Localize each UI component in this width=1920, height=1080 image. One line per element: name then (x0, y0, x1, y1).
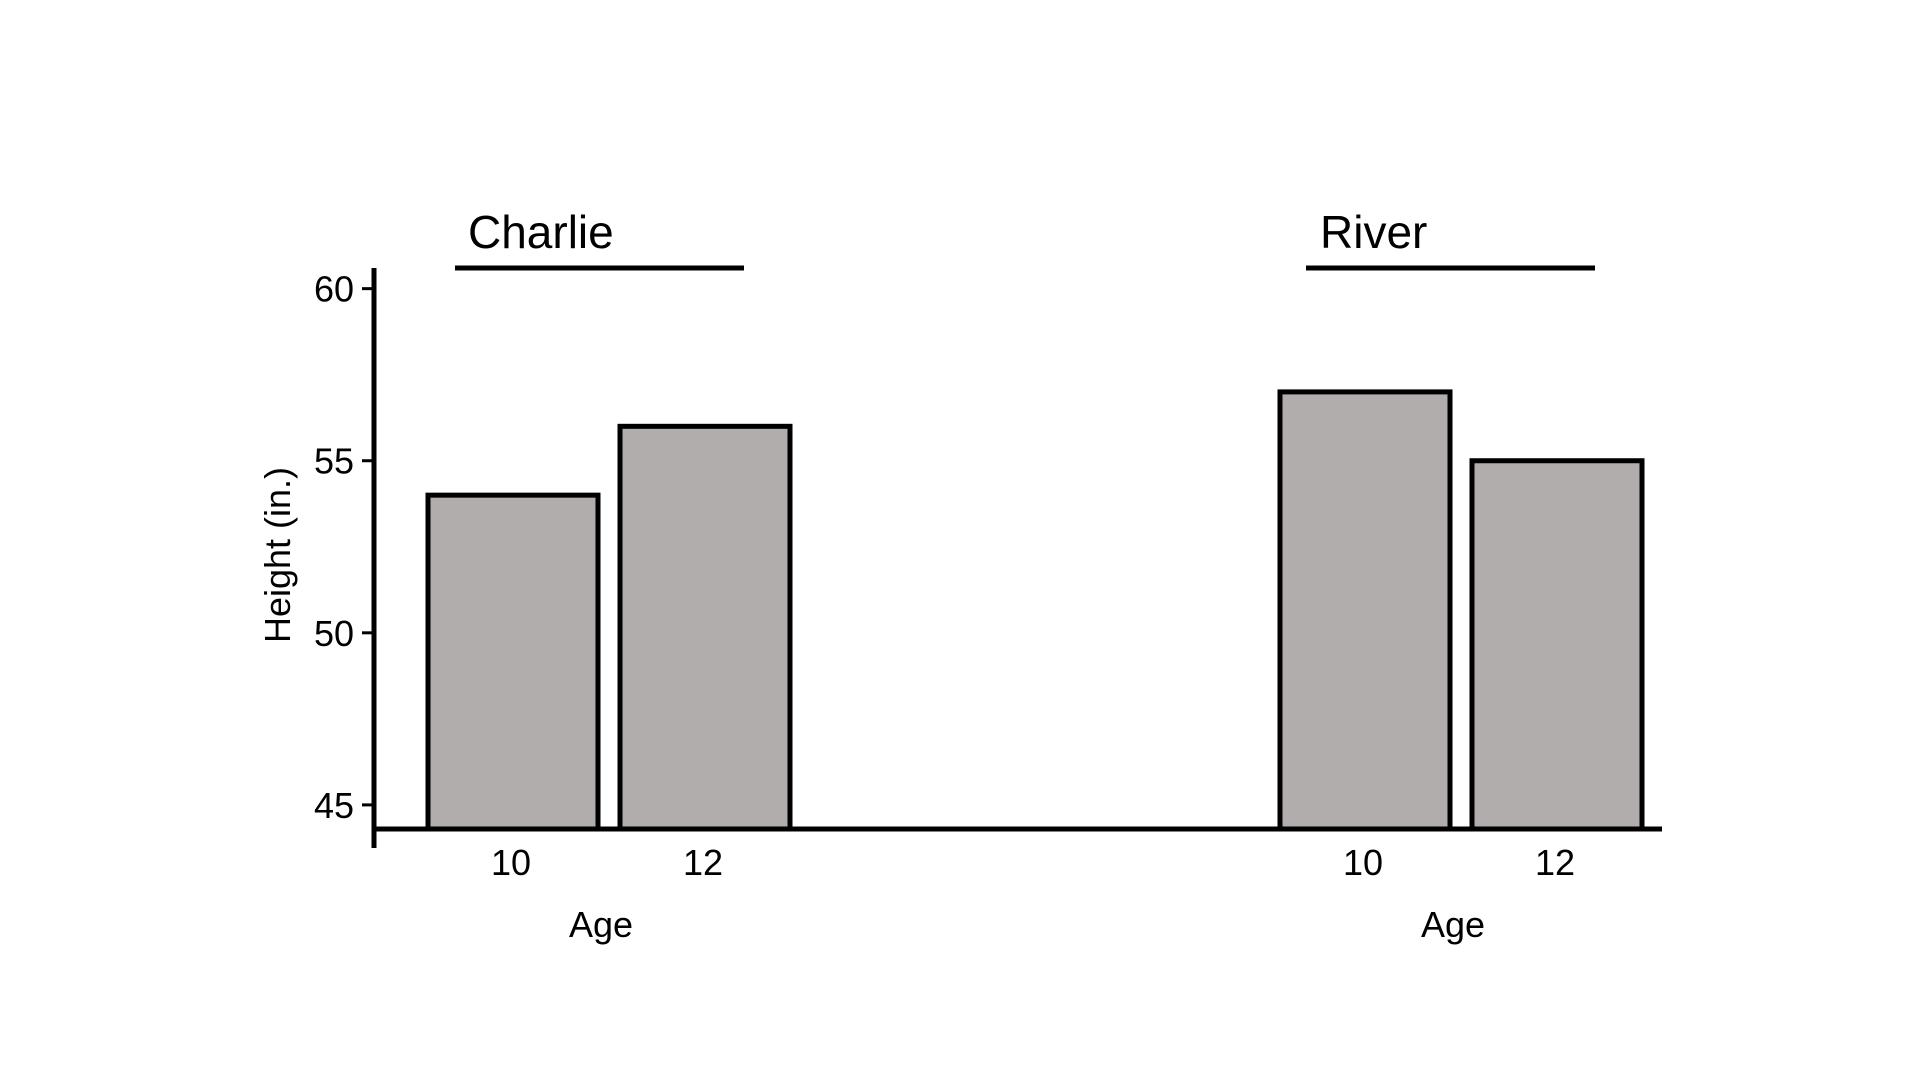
bar-river-age-10 (1277, 389, 1453, 832)
bars (425, 389, 1645, 832)
x-tick-label: 10 (1343, 842, 1383, 883)
y-tick-label: 45 (314, 785, 354, 826)
x-axis-label: Age (569, 904, 633, 945)
labels: 45 50 55 60 10 12 Charlie Age 10 12 River Age (314, 206, 1575, 945)
bar-charlie-age-12 (617, 423, 793, 832)
y-tick-label: 55 (314, 441, 354, 482)
y-tick-label: 60 (314, 269, 354, 310)
x-tick-label: 12 (683, 842, 723, 883)
bar-charlie-age-10 (425, 492, 601, 832)
x-tick-label: 10 (491, 842, 531, 883)
y-tick-label: 50 (314, 613, 354, 654)
group-label-river: River (1320, 206, 1427, 258)
x-tick-label: 12 (1535, 842, 1575, 883)
group-label-charlie: Charlie (468, 206, 614, 258)
y-axis-label: Height (in.) (257, 467, 298, 643)
x-axis-label: Age (1421, 904, 1485, 945)
bar-river-age-12 (1469, 458, 1645, 832)
